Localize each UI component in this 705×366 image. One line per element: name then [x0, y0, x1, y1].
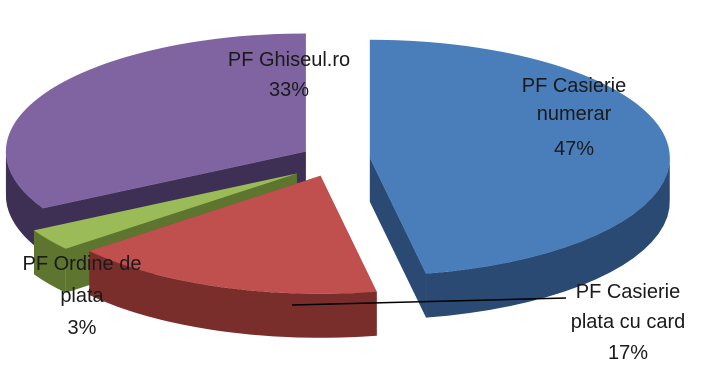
label-card-line1: PF Casierie — [576, 281, 680, 303]
slice-rim-2 — [34, 230, 66, 293]
label-ordine-line2: plata — [60, 285, 104, 307]
slice-label-ghiseul: PF Ghiseul.ro 33% — [228, 49, 350, 101]
slice-rim-1 — [89, 251, 377, 338]
slice-pf-ordine-de-plata — [34, 173, 297, 249]
value-ordine: 3% — [68, 317, 97, 339]
value-numerar: 47% — [554, 138, 594, 160]
slice-label-card: PF Casierie plata cu card 17% — [571, 281, 686, 364]
pie-slices — [5, 33, 670, 338]
label-card-line2: plata cu card — [571, 311, 686, 333]
slice-rim-3 — [5, 149, 44, 253]
value-ghiseul: 33% — [269, 79, 309, 101]
slice-pf-ghiseul-ro — [5, 33, 306, 209]
slice-pf-casierie-numerar — [369, 39, 670, 274]
slice-wall-0-1 — [369, 157, 427, 318]
value-card: 17% — [608, 342, 648, 364]
leader-line-card — [291, 297, 567, 306]
label-numerar-line1: PF Casierie — [522, 75, 626, 97]
slice-rim-0 — [426, 155, 670, 318]
slice-pf-casierie-plata-cu-card — [89, 175, 377, 294]
slice-label-numerar: PF Casierie numerar 47% — [522, 75, 626, 160]
slice-side-0 — [369, 155, 670, 318]
label-numerar-line2: numerar — [537, 103, 612, 125]
slice-label-ordine: PF Ordine de plata 3% — [23, 253, 142, 339]
label-ghiseul-line1: PF Ghiseul.ro — [228, 49, 350, 71]
label-ordine-line1: PF Ordine de — [23, 253, 142, 275]
